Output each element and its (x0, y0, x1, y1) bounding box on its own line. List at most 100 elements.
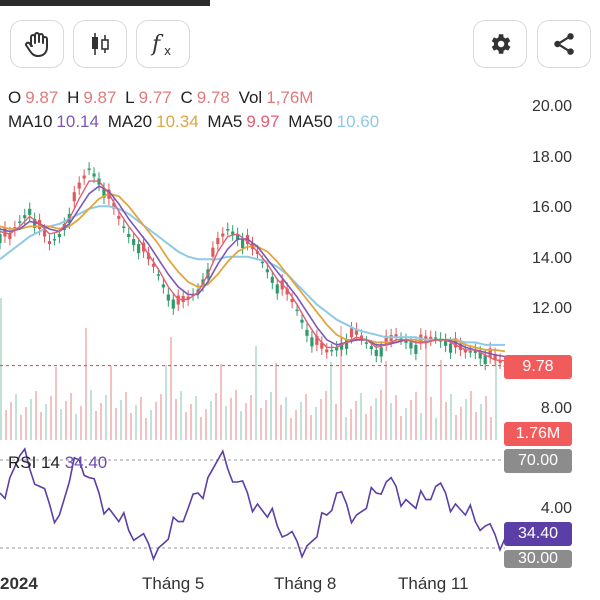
price-axis-label: 8.00 (540, 400, 572, 417)
volume-bar (110, 366, 112, 440)
candle-body (28, 208, 32, 215)
candle-body (23, 215, 27, 219)
candle-body (448, 343, 453, 353)
volume-bar (35, 391, 37, 440)
close-value: 9.78 (196, 88, 230, 107)
settings-button[interactable] (473, 20, 527, 68)
volume-bar (325, 391, 327, 440)
volume-bar (205, 409, 207, 440)
x-axis-label: Tháng 8 (274, 574, 337, 593)
volume-bar (485, 396, 487, 440)
volume-bar (25, 407, 27, 440)
candle-body (240, 239, 245, 249)
candle-body (132, 239, 136, 246)
rsi-value: 34.40 (64, 453, 108, 472)
candle-body (354, 328, 359, 335)
ma5-line (0, 180, 506, 362)
candle-body (325, 349, 329, 353)
volume-bar (240, 411, 242, 440)
candlestick-type-button[interactable] (73, 20, 127, 68)
candle-body (260, 261, 265, 264)
share-icon (554, 33, 574, 55)
volume-bar (385, 361, 387, 440)
volume-bar (65, 401, 67, 440)
volume-bar (335, 404, 337, 440)
share-button[interactable] (537, 20, 591, 68)
hand-tool-button[interactable] (10, 20, 64, 68)
volume-bar (300, 402, 302, 440)
candle-body (310, 337, 314, 347)
candle-body (161, 284, 165, 288)
candle-body (127, 234, 131, 238)
volume-bar (125, 392, 127, 440)
volume-bar (460, 407, 462, 440)
volume-bar (310, 415, 312, 440)
volume-bar (450, 394, 452, 440)
volume-bar (85, 328, 87, 440)
candle-body (171, 299, 175, 309)
rsi-axis-label: 4.00 (540, 500, 572, 517)
volume-label: Vol (238, 88, 263, 107)
volume-bar (375, 398, 377, 440)
volume-bar (260, 408, 262, 440)
candle-body (216, 238, 220, 245)
candle-body (112, 202, 116, 209)
candle-body (137, 244, 141, 254)
volume-bar (395, 395, 397, 440)
volume-bar (265, 400, 267, 440)
volume-bar (140, 397, 142, 440)
price-axis-label: 12.00 (531, 300, 572, 317)
volume-bar (10, 402, 12, 440)
volume-bar (285, 397, 287, 440)
volume-bar (185, 412, 187, 440)
indicator-function-button[interactable]: f x (136, 20, 190, 68)
chart-toolbar: f x (0, 20, 600, 70)
volume-bar (200, 417, 202, 440)
volume-bar (480, 404, 482, 440)
candle-body (359, 335, 364, 339)
x-axis-label-year: 2024 (0, 574, 38, 593)
volume-bar (405, 408, 407, 440)
volume-bar (295, 410, 297, 440)
volume-bar (315, 407, 317, 440)
candle-body (0, 234, 2, 244)
candle-body (414, 344, 418, 354)
candle-body (305, 329, 309, 336)
ma50-label: MA50 (288, 112, 333, 131)
ma10-line (0, 185, 506, 358)
candle-body (77, 182, 81, 189)
rsi-title: RSI 14 (8, 453, 60, 472)
candle-body (409, 342, 413, 349)
volume-value: 1,76M (266, 88, 314, 107)
open-label: O (8, 88, 22, 107)
candle-body (42, 230, 47, 237)
hand-tool-icon (25, 32, 48, 57)
candle-body (236, 234, 240, 241)
candle-body (443, 339, 448, 346)
rsi-level-30-tag: 30.00 (504, 550, 572, 568)
candle-body (483, 354, 487, 365)
function-icon: f x (150, 32, 171, 58)
candle-body (295, 309, 299, 312)
volume-bar (230, 398, 232, 440)
last-price-tag: 9.78 (504, 355, 572, 379)
price-axis-label: 18.00 (531, 149, 572, 166)
top-status-bar (0, 0, 210, 6)
volume-bar (20, 415, 22, 440)
settings-gear-icon (491, 34, 511, 54)
x-axis-label: Tháng 11 (398, 574, 469, 593)
volume-bar (235, 390, 237, 440)
volume-bar (465, 399, 467, 440)
volume-bar (360, 393, 362, 440)
open-value: 9.87 (25, 88, 59, 107)
volume-bar (415, 392, 417, 440)
volume-bar (490, 417, 492, 440)
volume-bar (225, 406, 227, 440)
candle-body (226, 228, 230, 231)
close-label: C (180, 88, 193, 107)
volume-bar (350, 409, 352, 440)
high-value: 9.87 (83, 88, 117, 107)
volume-bar (355, 401, 357, 440)
volume-bar (5, 410, 7, 440)
